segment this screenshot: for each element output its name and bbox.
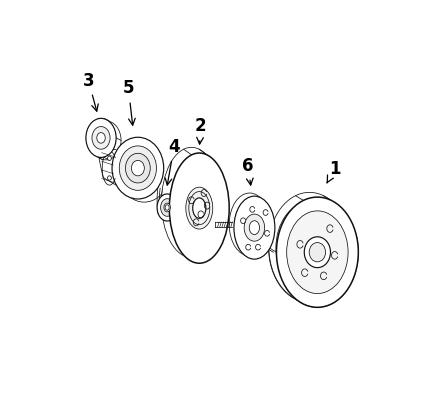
Ellipse shape: [268, 192, 350, 303]
Text: 6: 6: [242, 157, 254, 185]
Ellipse shape: [249, 221, 259, 235]
Ellipse shape: [193, 198, 206, 218]
Ellipse shape: [229, 193, 270, 256]
Text: 4: 4: [165, 138, 180, 185]
Ellipse shape: [112, 137, 164, 199]
Ellipse shape: [92, 126, 110, 149]
Ellipse shape: [186, 187, 213, 229]
Text: 2: 2: [195, 117, 207, 144]
Ellipse shape: [161, 199, 174, 216]
Text: 3: 3: [83, 72, 98, 111]
Ellipse shape: [108, 176, 111, 180]
Ellipse shape: [309, 243, 325, 262]
Ellipse shape: [125, 153, 150, 183]
Ellipse shape: [157, 194, 177, 221]
Ellipse shape: [108, 156, 111, 160]
Ellipse shape: [276, 202, 343, 293]
Ellipse shape: [160, 196, 180, 222]
Ellipse shape: [287, 211, 348, 294]
Ellipse shape: [97, 133, 105, 143]
Ellipse shape: [170, 153, 229, 263]
Ellipse shape: [276, 197, 358, 307]
Ellipse shape: [164, 203, 170, 212]
Ellipse shape: [244, 214, 265, 241]
Text: 1: 1: [327, 160, 340, 183]
Ellipse shape: [131, 160, 145, 176]
Ellipse shape: [162, 147, 221, 258]
Ellipse shape: [119, 146, 156, 190]
Ellipse shape: [304, 237, 331, 267]
Ellipse shape: [234, 196, 275, 259]
Text: 5: 5: [123, 79, 135, 125]
Ellipse shape: [86, 118, 116, 157]
Ellipse shape: [91, 121, 121, 160]
